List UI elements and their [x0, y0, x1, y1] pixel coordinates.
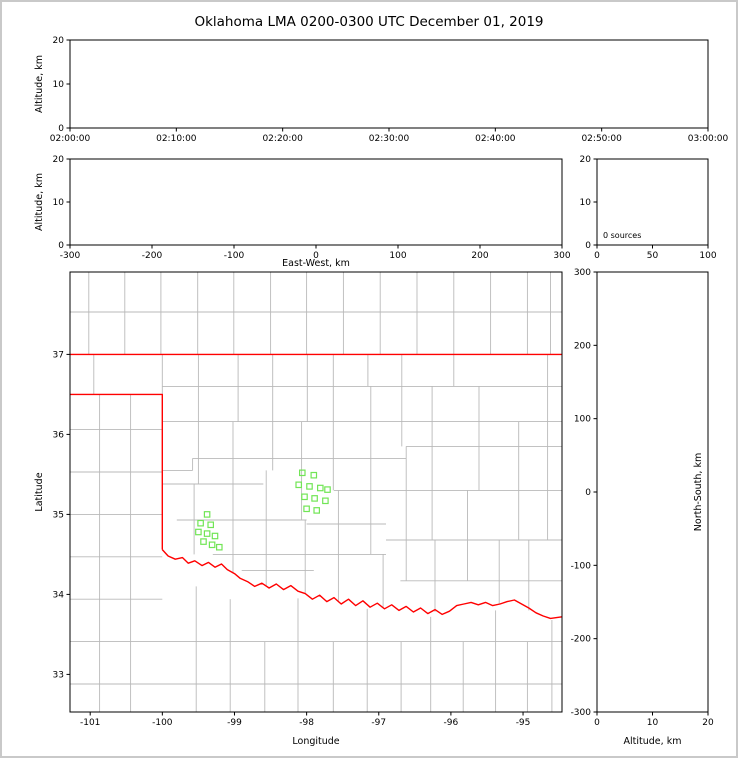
x-tick-label: 20: [702, 718, 714, 728]
altitude-vs-east-west-panel: -300 -200 -100 0 100 200 300 0 10 20 East-West, km…: [34, 155, 571, 269]
x-tick-label: -200: [142, 251, 163, 261]
y-tick-label: 0: [58, 124, 64, 134]
x-tick-label: 02:50:00: [581, 134, 622, 144]
x-tick-label: -100: [152, 718, 173, 728]
lma-station-marker: [211, 532, 219, 540]
x-tick-label: 02:10:00: [156, 134, 197, 144]
figure-title: Oklahoma LMA 0200-0300 UTC December 01, …: [194, 14, 544, 30]
panel-background: [597, 159, 708, 245]
y-tick-label: -100: [571, 561, 592, 571]
x-tick-label: -99: [227, 718, 242, 728]
lma-station-marker: [310, 471, 318, 479]
panel-background: [70, 40, 708, 128]
y-tick-label: 10: [580, 198, 592, 208]
lma-station-marker: [295, 481, 303, 489]
y-tick-label: -300: [571, 708, 592, 718]
y-tick-label: 20: [53, 36, 65, 46]
altitude-vs-time-panel: 02:00:00 02:10:00 02:20:00 02:30:00 02:40:00…: [34, 36, 728, 144]
x-tick-label: 0: [594, 251, 600, 261]
y-tick-label: 36: [53, 430, 65, 440]
lma-station-marker: [322, 497, 329, 505]
y-tick-label: 0: [58, 241, 64, 251]
y-tick-label: -200: [571, 635, 592, 645]
y-tick-label: 10: [53, 80, 65, 90]
plan-view-map-panel: -101 -100 -99 -98 -97 -96 -95 33 34 35 36 37 Longitu…: [34, 271, 563, 747]
north-south-vs-altitude-panel: 0 10 20 300 200 100 0 -100 -200 -300 Altitude, km N…: [571, 268, 714, 747]
y-tick-label: 300: [574, 268, 591, 278]
lma-station-marker: [313, 507, 321, 514]
lma-station-marker: [203, 511, 211, 518]
lma-station-marker: [197, 519, 204, 527]
x-tick-label: -97: [371, 718, 386, 728]
x-tick-label: 0: [313, 251, 319, 261]
x-axis-label: Longitude: [292, 736, 339, 747]
y-axis-label: North-South, km: [693, 453, 704, 531]
y-tick-label: 0: [585, 241, 591, 251]
y-axis-label: Altitude, km: [34, 55, 45, 113]
lma-station-marker: [200, 538, 207, 545]
y-tick-label: 37: [53, 350, 64, 360]
panel-background: [70, 272, 562, 712]
y-tick-label: 34: [53, 590, 65, 600]
x-tick-label: -100: [224, 251, 245, 261]
x-tick-label: 50: [647, 251, 659, 261]
panel-background: [597, 272, 708, 712]
x-axis-label: Altitude, km: [624, 736, 682, 747]
y-tick-label: 0: [585, 488, 591, 498]
y-axis-label: Altitude, km: [34, 173, 45, 231]
sources-count-annotation: 0 sources: [603, 231, 641, 240]
lma-station-marker: [324, 486, 331, 493]
lma-station-marker: [195, 528, 202, 536]
x-tick-label: 02:30:00: [369, 134, 410, 144]
lma-station-marker: [208, 541, 216, 549]
x-tick-label: 02:00:00: [50, 134, 91, 144]
x-tick-label: 03:00:00: [688, 134, 729, 144]
x-tick-label: -101: [80, 718, 100, 728]
x-tick-label: 10: [647, 718, 659, 728]
x-tick-label: 300: [553, 251, 570, 261]
lma-station-marker: [303, 505, 310, 513]
x-tick-label: -96: [444, 718, 459, 728]
lma-station-marker: [317, 484, 324, 492]
panel-border: [69, 271, 563, 713]
y-axis-label: Latitude: [34, 472, 45, 511]
lma-station-marker: [207, 521, 215, 529]
y-tick-label: 100: [574, 415, 591, 425]
x-tick-label: -98: [299, 718, 314, 728]
lma-station-marker: [216, 543, 223, 551]
x-axis-label: East-West, km: [282, 258, 350, 269]
lma-station-marker: [203, 530, 211, 537]
x-tick-label: 100: [389, 251, 406, 261]
y-tick-label: 35: [53, 510, 64, 520]
x-tick-label: 0: [594, 718, 600, 728]
lma-station-marker: [311, 495, 318, 502]
y-tick-label: 10: [53, 198, 65, 208]
x-tick-label: 02:20:00: [262, 134, 303, 144]
x-tick-label: 100: [699, 251, 716, 261]
x-tick-label: -95: [516, 718, 531, 728]
state-border: [70, 393, 164, 550]
altitude-histogram-panel: 0 50 100 0 10 20 0 sources: [580, 155, 717, 261]
panel-background: [70, 159, 562, 245]
x-tick-label: 02:40:00: [475, 134, 516, 144]
x-tick-label: 200: [471, 251, 488, 261]
state-border: [161, 549, 563, 620]
lma-station-marker: [306, 483, 313, 490]
y-tick-label: 200: [574, 341, 591, 351]
lma-station-marker: [301, 493, 308, 501]
lma-station-marker: [299, 469, 306, 477]
y-tick-label: 20: [53, 155, 65, 165]
x-tick-label: -300: [60, 251, 81, 261]
y-tick-label: 33: [53, 670, 64, 680]
y-tick-label: 20: [580, 155, 592, 165]
